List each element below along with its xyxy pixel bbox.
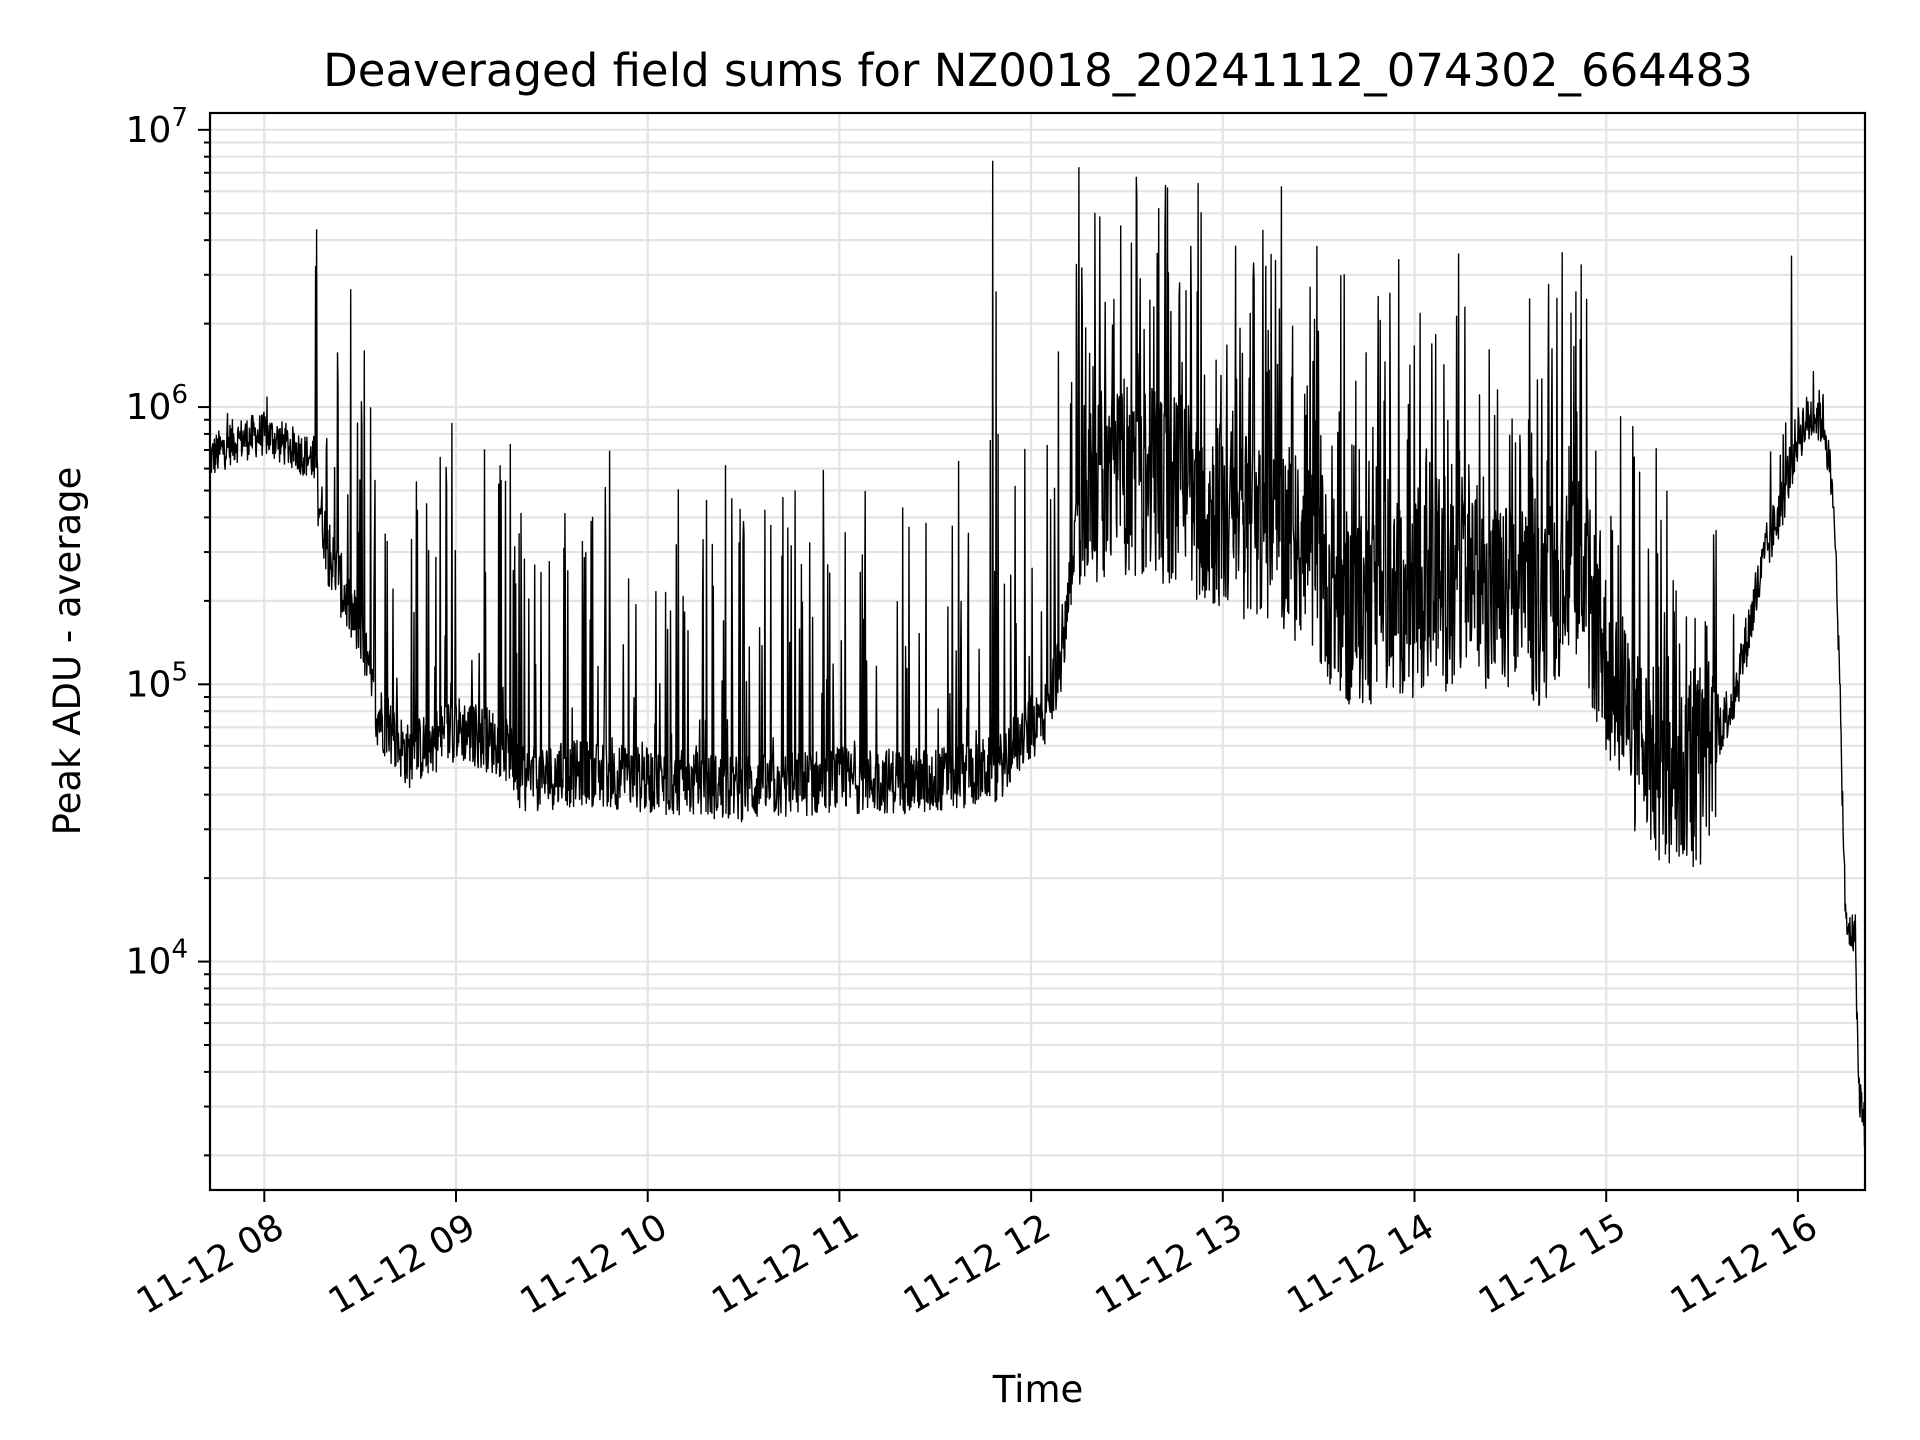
x-axis-label: Time [992,1368,1084,1411]
y-tick-label: 107 [126,103,188,151]
y-tick-label: 106 [126,380,188,428]
y-tick-label: 104 [126,935,188,983]
x-tick-label: 11-12 10 [514,1206,675,1322]
x-tick-label: 11-12 14 [1280,1206,1441,1322]
x-tick-label: 11-12 15 [1472,1206,1633,1322]
series-line [209,160,1866,1147]
y-axis-ticks: 104 105 106 107 [126,103,210,1157]
chart-title: Deaveraged field sums for NZ0018_2024111… [323,44,1753,97]
x-tick-label: 11-12 13 [1089,1206,1250,1322]
x-tick-label: 11-12 11 [705,1206,866,1322]
y-axis-label: Peak ADU - average [46,467,89,836]
x-tick-label: 11-12 12 [897,1206,1058,1322]
x-axis-ticks: 11-12 08 11-12 09 11-12 10 11-12 11 11-12 12… [130,1190,1824,1323]
x-tick-label: 11-12 09 [322,1206,483,1322]
y-tick-label: 105 [126,657,188,705]
x-tick-label: 11-12 08 [130,1206,291,1322]
x-tick-label: 11-12 16 [1664,1206,1825,1322]
plot-frame [208,111,1867,1192]
series-layer [209,160,1866,1147]
